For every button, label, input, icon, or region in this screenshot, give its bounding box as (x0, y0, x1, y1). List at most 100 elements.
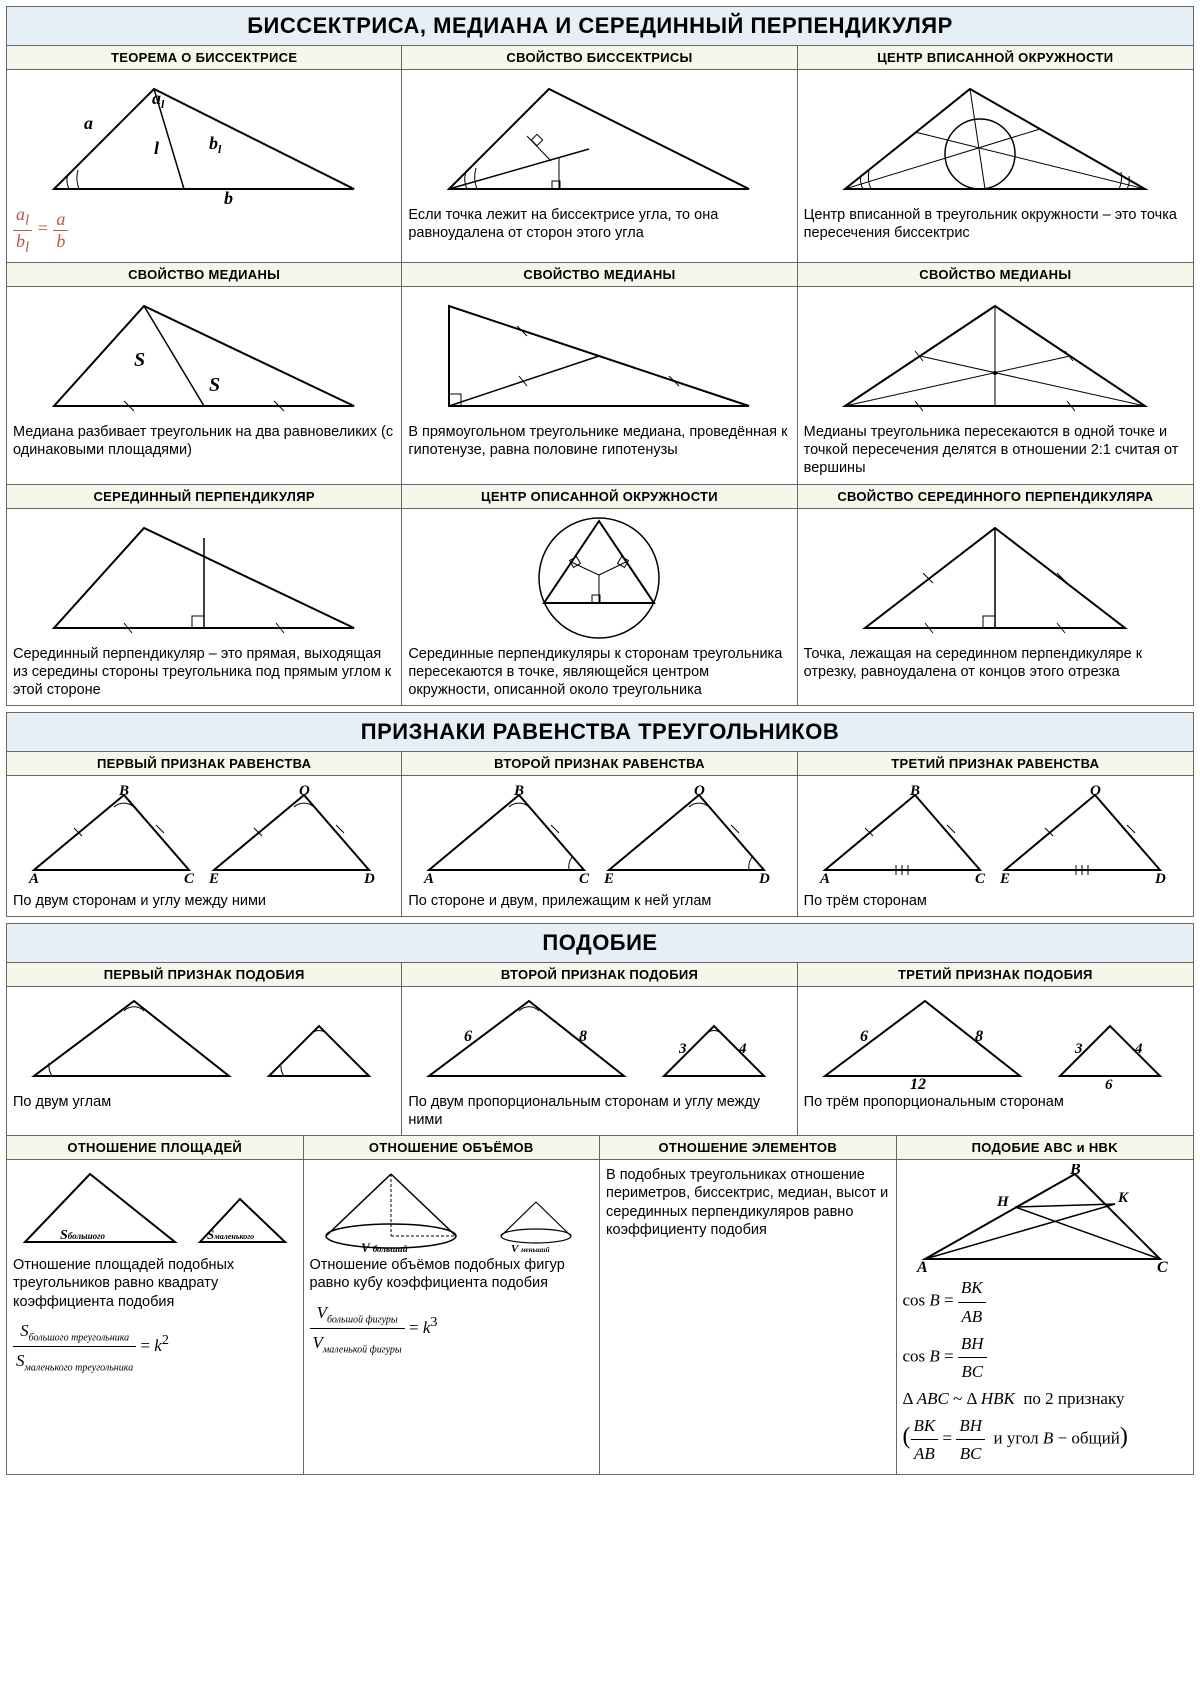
svg-text:C: C (1157, 1259, 1168, 1274)
cell-title: ПОДОБИЕ ABC и HBK (897, 1136, 1194, 1160)
cell-title: ЦЕНТР ВПИСАННОЙ ОКРУЖНОСТИ (798, 46, 1193, 70)
caption: По двум пропорциональным сторонам и углу… (408, 1091, 790, 1129)
svg-text:3: 3 (1074, 1041, 1083, 1057)
svg-text:K: K (1117, 1190, 1129, 1206)
section3-title: ПОДОБИЕ (7, 924, 1193, 963)
cell-circumcircle-center: ЦЕНТР ОПИСАННОЙ ОКРУЖНОСТИ Серединные пе… (402, 485, 797, 705)
svg-text:bl: bl (209, 133, 222, 156)
cell-abc-hbk: ПОДОБИЕ ABC и HBK A B C H K (897, 1136, 1194, 1473)
cell-title: СЕРЕДИННЫЙ ПЕРПЕНДИКУЛЯР (7, 485, 401, 509)
cell-median-3: СВОЙСТВО МЕДИАНЫ Медианы тре (798, 263, 1193, 484)
caption: Отношение площадей подобных треугольнико… (13, 1254, 297, 1310)
cell-title: ОТНОШЕНИЕ ОБЪЁМОВ (304, 1136, 600, 1160)
cell-title: ВТОРОЙ ПРИЗНАК РАВЕНСТВА (402, 752, 796, 776)
caption: Если точка лежит на биссектрисе угла, то… (408, 204, 790, 242)
svg-text:b: b (224, 188, 233, 204)
svg-text:C: C (579, 871, 590, 885)
cell-volume-ratio: ОТНОШЕНИЕ ОБЪЁМОВ V больший V меньший (304, 1136, 601, 1473)
cell-title: ТЕОРЕМА О БИССЕКТРИСЕ (7, 46, 401, 70)
svg-text:B: B (1069, 1164, 1081, 1178)
section-bisector: 4 БИССЕКТРИСА, МЕДИАНА И СЕРЕДИННЫЙ ПЕРП… (6, 6, 1194, 706)
cell-similarity-2: ВТОРОЙ ПРИЗНАК ПОДОБИЯ 6 8 3 4 По двум п… (402, 963, 797, 1136)
svg-text:V меньший: V меньший (511, 1243, 550, 1254)
svg-text:A: A (916, 1259, 928, 1274)
svg-text:O: O (299, 785, 310, 799)
svg-text:12: 12 (910, 1076, 926, 1091)
diagram: A B C H K (903, 1164, 1188, 1274)
caption: По двум углам (13, 1091, 395, 1111)
cell-congruence-1: ПЕРВЫЙ ПРИЗНАК РАВЕНСТВА A B C (7, 752, 402, 916)
cell-incircle-center: ЦЕНТР ВПИСАННОЙ ОКРУЖНОСТИ Ц (798, 46, 1193, 263)
svg-text:B: B (513, 785, 524, 799)
formula: Vбольшой фигурыVмаленькой фигуры = k3 (310, 1299, 594, 1359)
svg-text:S: S (134, 349, 145, 371)
section-similarity: ПОДОБИЕ ПЕРВЫЙ ПРИЗНАК ПОДОБИЯ По двум у… (6, 923, 1194, 1475)
diagram: 6 8 12 3 4 6 (804, 991, 1187, 1091)
svg-text:B: B (909, 785, 920, 799)
svg-text:a: a (84, 113, 93, 133)
caption: Отношение объёмов подобных фигур равно к… (310, 1254, 594, 1292)
section-congruence: ПРИЗНАКИ РАВЕНСТВА ТРЕУГОЛЬНИКОВ ПЕРВЫЙ … (6, 712, 1194, 917)
svg-text:6: 6 (1105, 1077, 1113, 1091)
diagram (408, 291, 790, 421)
cell-bisector-theorem: ТЕОРЕМА О БИССЕКТРИСЕ a al l bl b (7, 46, 402, 263)
cell-title: ЦЕНТР ОПИСАННОЙ ОКРУЖНОСТИ (402, 485, 796, 509)
svg-text:l: l (154, 138, 159, 158)
cell-title: СВОЙСТВО СЕРЕДИННОГО ПЕРПЕНДИКУЛЯРА (798, 485, 1193, 509)
caption: В подобных треугольниках отношение перим… (606, 1164, 890, 1239)
svg-text:V больший: V больший (361, 1240, 408, 1254)
svg-text:6: 6 (464, 1028, 472, 1045)
diagram (804, 291, 1187, 421)
diagram: 6 8 3 4 (408, 991, 790, 1091)
diagram: a al l bl b (13, 74, 395, 204)
svg-text:C: C (975, 871, 986, 885)
cell-title: СВОЙСТВО БИССЕКТРИСЫ (402, 46, 796, 70)
formulas: cos B = BKAB cos B = BHBC Δ ABC ~ Δ HBK … (903, 1274, 1188, 1467)
diagram (13, 513, 395, 643)
svg-text:B: B (118, 785, 129, 799)
svg-text:3: 3 (678, 1041, 687, 1057)
formula: Sбольшого треугольникаSмаленького треуго… (13, 1317, 297, 1377)
cell-title: ПЕРВЫЙ ПРИЗНАК ПОДОБИЯ (7, 963, 401, 987)
diagram (804, 513, 1187, 643)
cell-title: СВОЙСТВО МЕДИАНЫ (798, 263, 1193, 287)
caption: В прямоугольном треугольнике медиана, пр… (408, 421, 790, 459)
svg-text:O: O (694, 785, 705, 799)
cell-bisector-property: СВОЙСТВО БИССЕКТРИСЫ Если точка лежит на (402, 46, 797, 263)
cell-title: ОТНОШЕНИЕ ПЛОЩАДЕЙ (7, 1136, 303, 1160)
caption: Серединный перпендикуляр – это прямая, в… (13, 643, 395, 699)
diagram (13, 991, 395, 1091)
svg-text:6: 6 (860, 1028, 868, 1045)
svg-text:4: 4 (1134, 1041, 1143, 1057)
cell-area-ratio: ОТНОШЕНИЕ ПЛОЩАДЕЙ Sбольшого Sмаленького… (7, 1136, 304, 1473)
svg-text:D: D (363, 871, 375, 885)
caption: По трём сторонам (804, 890, 1187, 910)
diagram: S S (13, 291, 395, 421)
svg-text:D: D (1154, 871, 1166, 885)
caption: По стороне и двум, прилежащим к ней угла… (408, 890, 790, 910)
caption: По двум сторонам и углу между ними (13, 890, 395, 910)
svg-text:E: E (999, 871, 1010, 885)
svg-text:4: 4 (738, 1041, 747, 1057)
diagram: A B C E O D (13, 780, 395, 890)
cell-title: ТРЕТИЙ ПРИЗНАК РАВЕНСТВА (798, 752, 1193, 776)
cell-similarity-1: ПЕРВЫЙ ПРИЗНАК ПОДОБИЯ По двум углам (7, 963, 402, 1136)
caption: Серединные перпендикуляры к сторонам тре… (408, 643, 790, 699)
caption: Центр вписанной в треугольник окружности… (804, 204, 1187, 242)
svg-text:8: 8 (579, 1028, 587, 1045)
caption: Точка, лежащая на серединном перпендикул… (804, 643, 1187, 681)
svg-text:S: S (209, 374, 220, 396)
svg-text:H: H (996, 1194, 1010, 1210)
svg-text:Sмаленького: Sмаленького (207, 1227, 254, 1242)
diagram: V больший V меньший (310, 1164, 594, 1254)
svg-text:A: A (28, 871, 39, 885)
cell-title: СВОЙСТВО МЕДИАНЫ (7, 263, 401, 287)
svg-text:A: A (819, 871, 830, 885)
cell-perp-bisector: СЕРЕДИННЫЙ ПЕРПЕНДИКУЛЯР Серединный перп… (7, 485, 402, 705)
svg-text:E: E (208, 871, 219, 885)
svg-text:E: E (603, 871, 614, 885)
cell-similarity-3: ТРЕТИЙ ПРИЗНАК ПОДОБИЯ 6 8 12 3 4 6 По т… (798, 963, 1193, 1136)
cell-title: СВОЙСТВО МЕДИАНЫ (402, 263, 796, 287)
svg-text:Sбольшого: Sбольшого (60, 1228, 105, 1243)
cell-congruence-3: ТРЕТИЙ ПРИЗНАК РАВЕНСТВА A B C (798, 752, 1193, 916)
